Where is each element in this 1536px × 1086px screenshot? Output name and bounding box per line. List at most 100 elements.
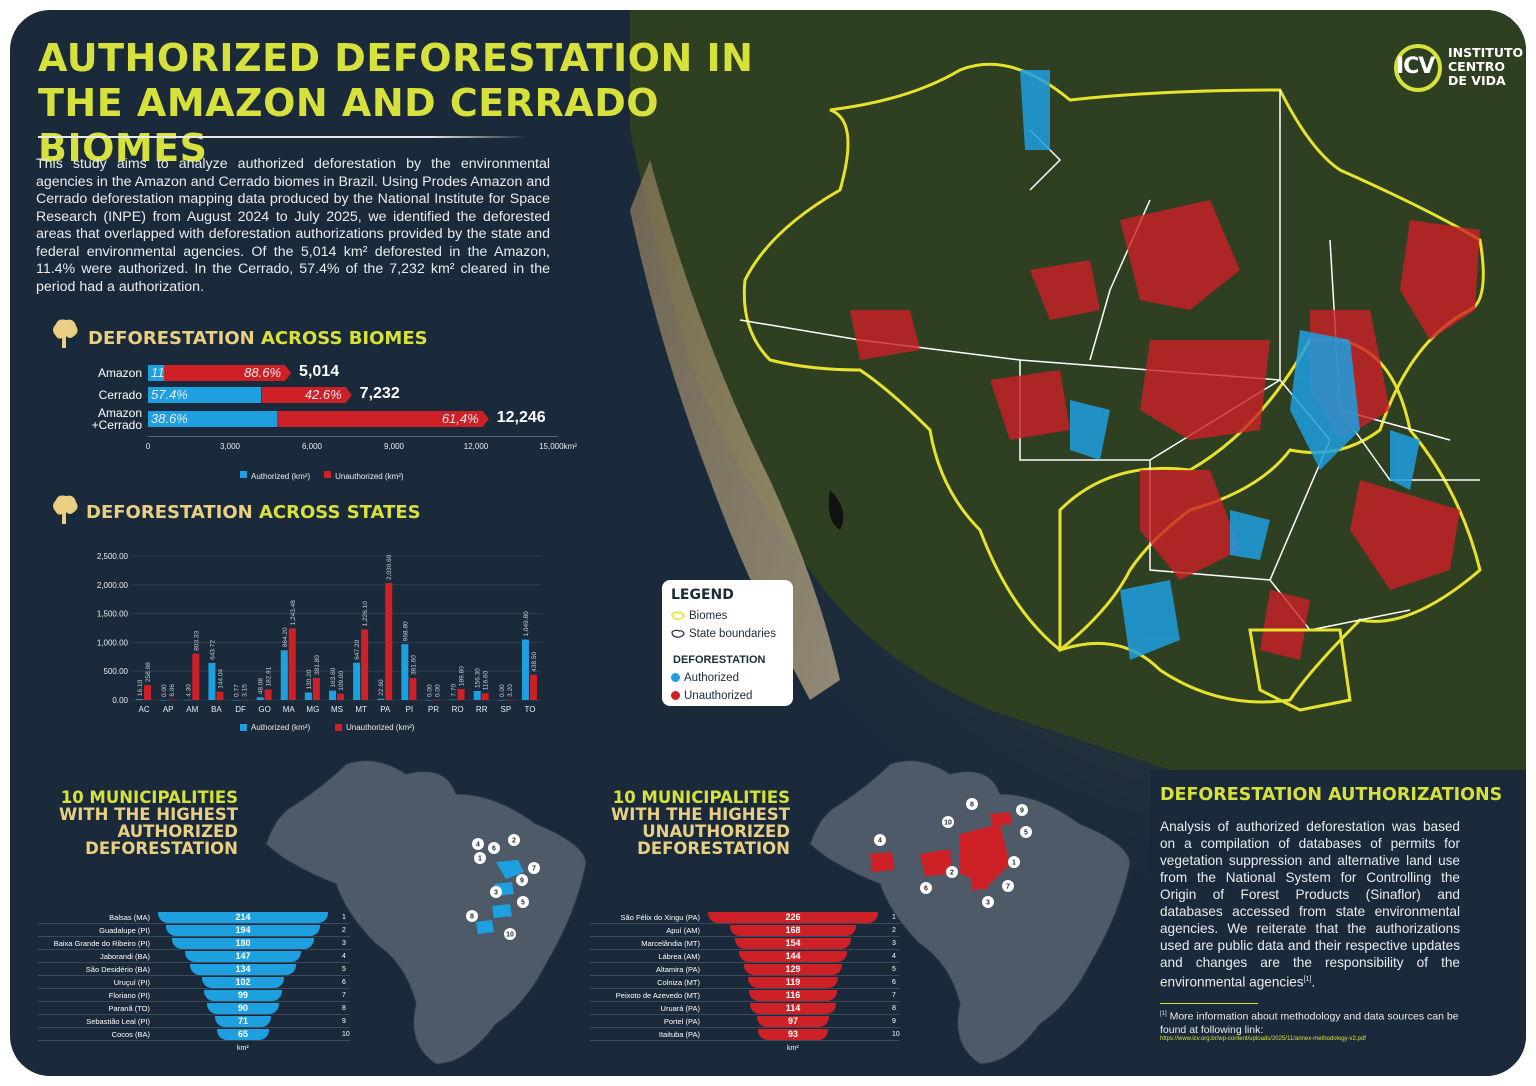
map-marker <box>488 842 500 854</box>
municipality-title-line: 10 MUNICIPALITIES <box>612 788 790 807</box>
municipality-title-line: DEFORESTATION <box>85 839 238 858</box>
x-tick-label: RO <box>452 705 464 714</box>
states-title-b: ACROSS STATES <box>259 502 421 523</box>
ranking-bar: 90 <box>207 1003 279 1014</box>
legend-swatch <box>324 471 332 479</box>
authorized-bar <box>449 699 457 701</box>
legend-state-boundaries: State boundaries <box>671 628 776 640</box>
municipality-name: Sebastião Leal (PI) <box>86 1017 150 1026</box>
logo-mark: ICV <box>1396 54 1435 79</box>
map-marker <box>982 896 994 908</box>
unit-label: km² <box>787 1045 799 1052</box>
ranking-bar: 93 <box>758 1029 828 1040</box>
authorizations-text: Analysis of authorized deforestation was… <box>1160 819 1460 990</box>
rank-number: 6 <box>892 979 896 986</box>
x-tick-label: PR <box>428 705 439 714</box>
municipality-name: Cocos (BA) <box>111 1030 150 1039</box>
ranking-bar: 194 <box>165 925 321 936</box>
unauthorized-bar: 61,4% <box>277 411 489 427</box>
bar-total: 7,232 <box>359 385 400 402</box>
x-tick-label: 15,000km² <box>539 442 577 451</box>
municipality-name: Balsas (MA) <box>109 913 150 922</box>
municipality-name: Peixoto de Azevedo (MT) <box>615 991 700 1000</box>
y-tick-label: 2,000.00 <box>97 581 129 590</box>
biomes-title-b: ACROSS BIOMES <box>261 328 428 349</box>
ranking-row: Jaborandi (BA) 147 4 <box>38 950 350 963</box>
map-marker-label: 10 <box>506 932 514 939</box>
footnote: [1] More information about methodology a… <box>1160 1008 1465 1037</box>
rank-number: 9 <box>342 1018 346 1025</box>
row-divider <box>38 1027 350 1028</box>
bar-value-label: 1,243.48 <box>290 600 297 626</box>
municipality-name: São Félix do Xingu (PA) <box>620 913 700 922</box>
unauthorized-bar <box>385 583 393 700</box>
authorized-bar <box>280 650 288 700</box>
municipality-title-line: WITH THE HIGHEST <box>611 805 790 824</box>
municipality-name: Guadalupe (PI) <box>99 926 150 935</box>
rank-number: 7 <box>892 992 896 999</box>
legend-authorized: Authorized <box>671 672 739 684</box>
ranking-bar: 119 <box>748 977 838 988</box>
map-marker <box>1002 880 1014 892</box>
states-section-title: DEFORESTATION ACROSS STATES <box>86 502 421 523</box>
ranking-bar: 99 <box>203 990 283 1001</box>
rank-number: 2 <box>892 927 896 934</box>
bar-value-label: 156.30 <box>475 668 482 688</box>
bar-value-label: 182.91 <box>266 666 273 686</box>
rank-number: 6 <box>342 979 346 986</box>
ranking-row: Floriano (PI) 99 7 <box>38 989 350 1002</box>
unauthorized-map-markers: 1 2 3 4 5 6 7 8 9 10 <box>874 798 1032 908</box>
map-marker-label: 9 <box>520 878 524 885</box>
row-divider <box>590 988 900 989</box>
logo-ring-icon <box>1394 44 1442 92</box>
municipality-name: Marcelândia (MT) <box>641 939 700 948</box>
map-marker-label: 1 <box>1012 860 1016 867</box>
bar-value-label: 1,049.80 <box>523 611 530 637</box>
unauthorized-bar <box>481 693 489 700</box>
methodology-link[interactable]: https://www.icv.org.br/wp-content/upload… <box>1160 1036 1366 1042</box>
unauthorized-bar <box>457 689 465 700</box>
rank-number: 4 <box>892 953 896 960</box>
ranking-bar: 71 <box>214 1016 272 1027</box>
authorized-bar <box>256 697 264 700</box>
authorized-bar <box>329 690 336 700</box>
bar-value-label: 163.60 <box>330 667 337 687</box>
ranking-row: Portel (PA) 97 9 <box>590 1015 900 1028</box>
category-label-line: Amazon <box>97 366 142 380</box>
map-marker-label: 2 <box>512 838 516 845</box>
unauthorized-bar: 88.6% <box>164 365 291 381</box>
row-divider <box>590 1040 900 1041</box>
map-marker-label: 6 <box>492 846 496 853</box>
text-panel-bg <box>1150 770 1526 1076</box>
authorized-bar <box>304 692 312 700</box>
authorized-patches <box>1020 70 1420 660</box>
map-marker <box>528 862 540 874</box>
municipality-name: Paranã (TO) <box>108 1004 150 1013</box>
authorized-bar: 11.4% <box>148 365 187 381</box>
map-marker <box>946 866 958 878</box>
bar-value-label: 16.10 <box>137 679 144 696</box>
bar-value-label: 258.98 <box>145 662 152 682</box>
authorized-bar <box>497 700 505 701</box>
footnote-mark: [1] <box>1160 1011 1167 1017</box>
ranking-bar: 114 <box>750 1003 836 1014</box>
row-divider <box>38 962 350 963</box>
chart-legend: Authorized (km²) Unauthorized (km²) <box>240 466 418 484</box>
x-tick-label: DF <box>235 705 246 714</box>
unauthorized-bar <box>337 693 344 700</box>
authorized-map-markers: 1 2 3 4 5 6 7 8 9 10 <box>466 834 540 940</box>
row-divider <box>38 1014 350 1015</box>
x-tick-label: 9,000 <box>383 442 405 451</box>
map-legend: LEGEND Biomes State boundaries DEFORESTA… <box>662 580 793 706</box>
y-tick-label: 1,500.00 <box>97 610 129 619</box>
states-title-a: DEFORESTATION <box>86 502 253 523</box>
municipality-name: Itaituba (PA) <box>658 1030 700 1039</box>
municipality-title-line: 10 MUNICIPALITIES <box>60 788 238 807</box>
legend-unauthorized-label: Unauthorized <box>684 690 753 702</box>
bar-value-label: 803.33 <box>193 630 200 650</box>
municipality-name: Lábrea (AM) <box>658 952 700 961</box>
logo-line-3: DE VIDA <box>1448 73 1506 88</box>
map-marker-label: 4 <box>476 842 480 849</box>
legend-label: Unauthorized (km²) <box>346 723 415 732</box>
unauthorized-bar <box>288 628 296 700</box>
